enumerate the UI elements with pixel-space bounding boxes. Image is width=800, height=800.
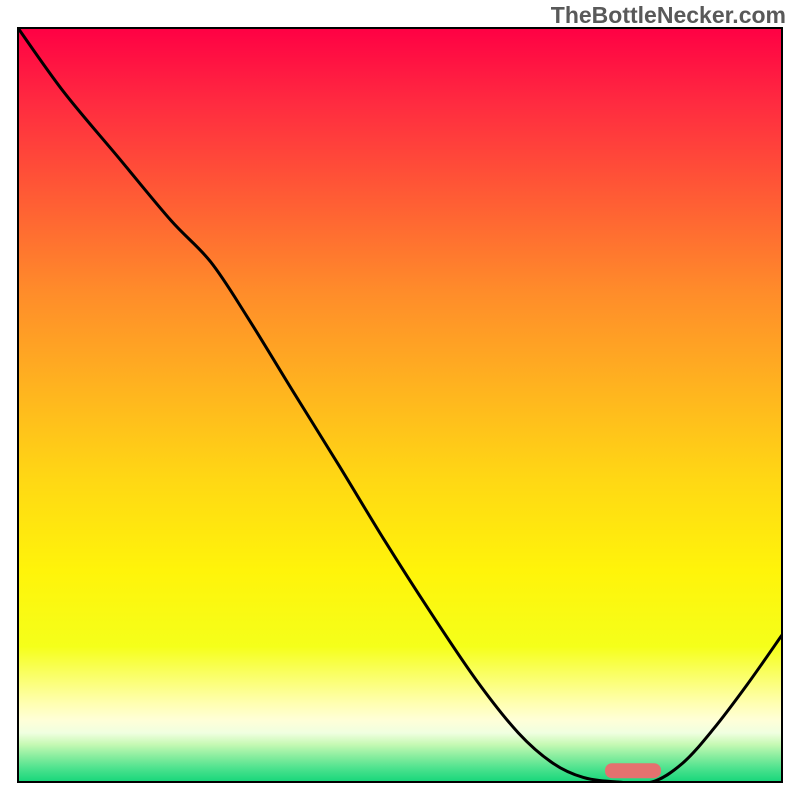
chart-stage: TheBottleNecker.com — [0, 0, 800, 800]
optimal-marker — [605, 763, 661, 778]
bottleneck-chart — [0, 0, 800, 800]
attribution-text: TheBottleNecker.com — [551, 2, 786, 29]
gradient-background — [18, 28, 782, 782]
